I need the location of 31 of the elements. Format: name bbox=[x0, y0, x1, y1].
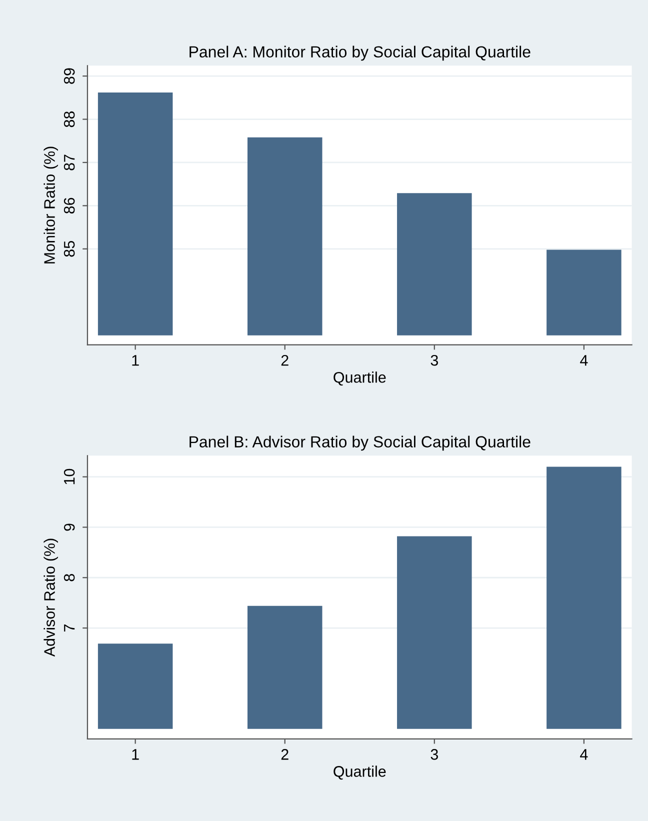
y-tick-label: 10 bbox=[64, 468, 75, 484]
bar bbox=[247, 137, 322, 336]
bar bbox=[546, 466, 622, 729]
x-tick-label: 3 bbox=[430, 354, 438, 366]
y-tick-label: 8 bbox=[64, 574, 75, 582]
y-axis-title: Monitor Ratio (%) bbox=[44, 146, 58, 264]
y-tick-label: 86 bbox=[64, 198, 75, 214]
y-tick-label: 89 bbox=[64, 68, 75, 84]
bar bbox=[546, 250, 622, 336]
bar bbox=[247, 606, 322, 729]
x-tick-label: 2 bbox=[281, 354, 288, 366]
x-tick-label: 4 bbox=[580, 355, 588, 366]
y-tick-label: 87 bbox=[64, 154, 75, 170]
x-axis-title: Quartile bbox=[334, 766, 386, 780]
bar bbox=[98, 644, 173, 729]
x-tick-label: 1 bbox=[132, 749, 139, 760]
x-tick-label: 2 bbox=[281, 749, 288, 760]
y-tick-label: 88 bbox=[64, 111, 75, 128]
chart-title: Panel B: Advisor Ratio by Social Capital Quartile bbox=[190, 436, 530, 451]
y-axis-title: Advisor Ratio (%) bbox=[44, 538, 58, 657]
bar bbox=[397, 193, 472, 336]
x-tick-label: 1 bbox=[132, 355, 139, 366]
y-tick-label: 9 bbox=[64, 524, 75, 531]
y-tick-label: 85 bbox=[64, 241, 75, 257]
x-axis-title: Quartile bbox=[334, 372, 386, 386]
x-tick-label: 3 bbox=[430, 749, 438, 760]
x-tick-label: 4 bbox=[580, 749, 588, 760]
bar bbox=[397, 536, 472, 729]
chart-title: Panel A: Monitor Ratio by Social Capital Quartile bbox=[190, 46, 530, 61]
y-tick-label: 7 bbox=[64, 624, 75, 632]
bar bbox=[98, 92, 173, 336]
